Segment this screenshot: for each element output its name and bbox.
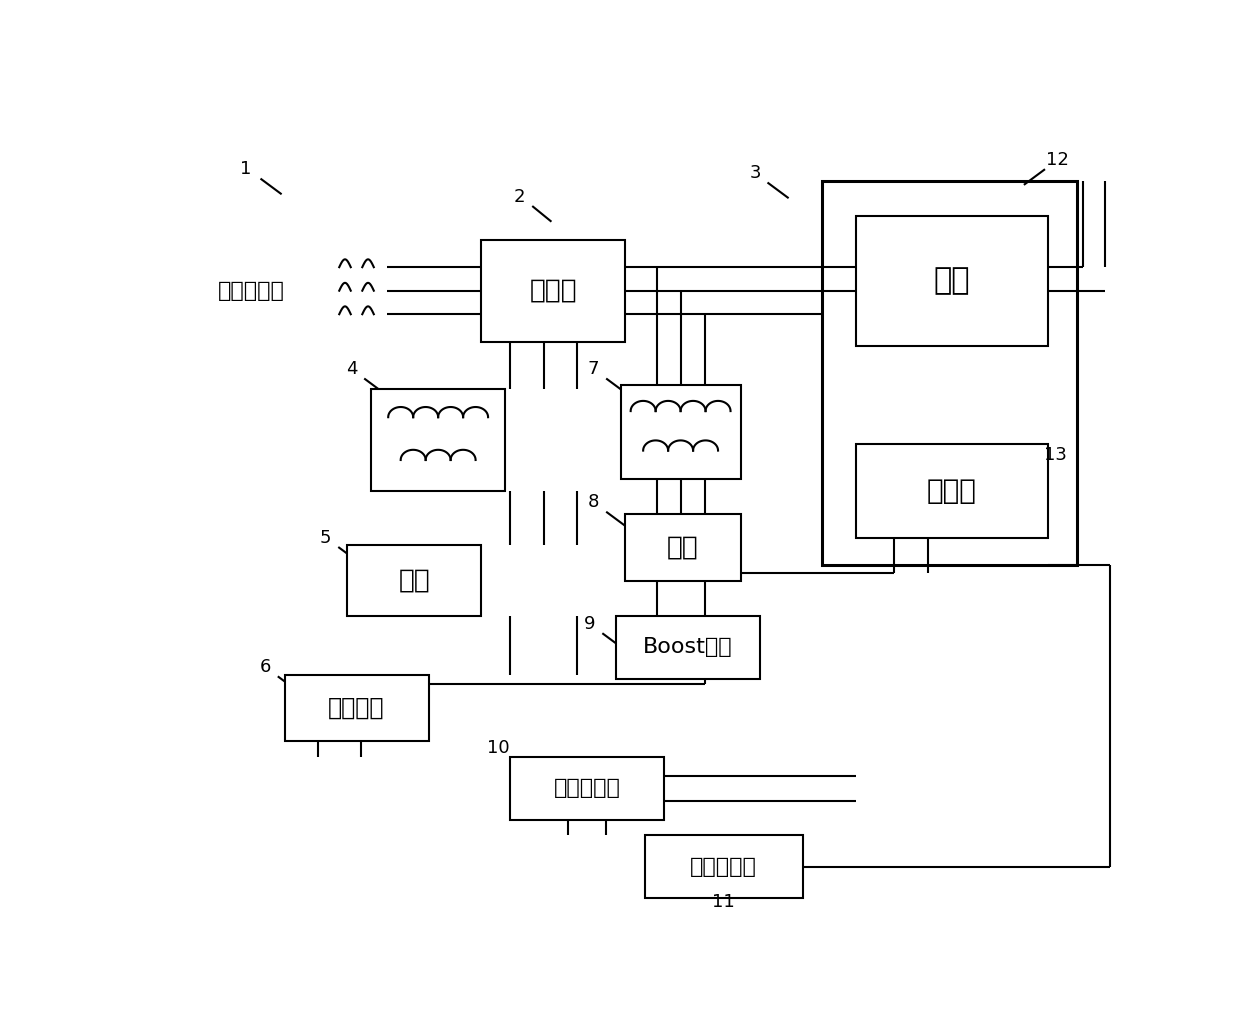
Bar [856, 216, 1048, 345]
Text: 3: 3 [750, 164, 761, 182]
Text: 1: 1 [240, 160, 252, 178]
Bar [621, 385, 741, 478]
Bar [626, 514, 741, 580]
Text: 整流: 整流 [667, 534, 699, 560]
Bar [347, 546, 482, 616]
Bar [856, 444, 1048, 538]
Text: 13: 13 [1044, 446, 1067, 464]
Text: 8: 8 [589, 494, 600, 511]
Bar [481, 240, 626, 342]
Text: 位移传感器: 位移传感器 [690, 857, 757, 876]
Bar [644, 836, 803, 898]
Bar [510, 757, 664, 819]
Text: 9: 9 [584, 615, 596, 633]
Text: 三相交流电: 三相交流电 [218, 281, 285, 300]
Text: 整流: 整流 [398, 568, 430, 593]
Text: 12: 12 [1046, 151, 1069, 169]
Bar [285, 675, 429, 741]
Bar [823, 181, 1077, 565]
Text: 电源切换: 电源切换 [328, 696, 385, 720]
Text: 4: 4 [346, 360, 358, 378]
Text: 7: 7 [589, 360, 600, 378]
Text: 变频器: 变频器 [529, 278, 577, 303]
Text: 位移控制器: 位移控制器 [554, 779, 621, 798]
Text: 11: 11 [712, 893, 735, 911]
Text: 磁轴承: 磁轴承 [927, 476, 976, 505]
Text: 2: 2 [514, 187, 525, 206]
Bar [370, 389, 506, 491]
Text: 电机: 电机 [934, 267, 970, 295]
Text: Boost升压: Boost升压 [643, 637, 732, 658]
Text: 6: 6 [260, 658, 271, 676]
Bar [616, 616, 760, 679]
Text: 10: 10 [487, 739, 510, 756]
Text: 5: 5 [320, 528, 332, 547]
